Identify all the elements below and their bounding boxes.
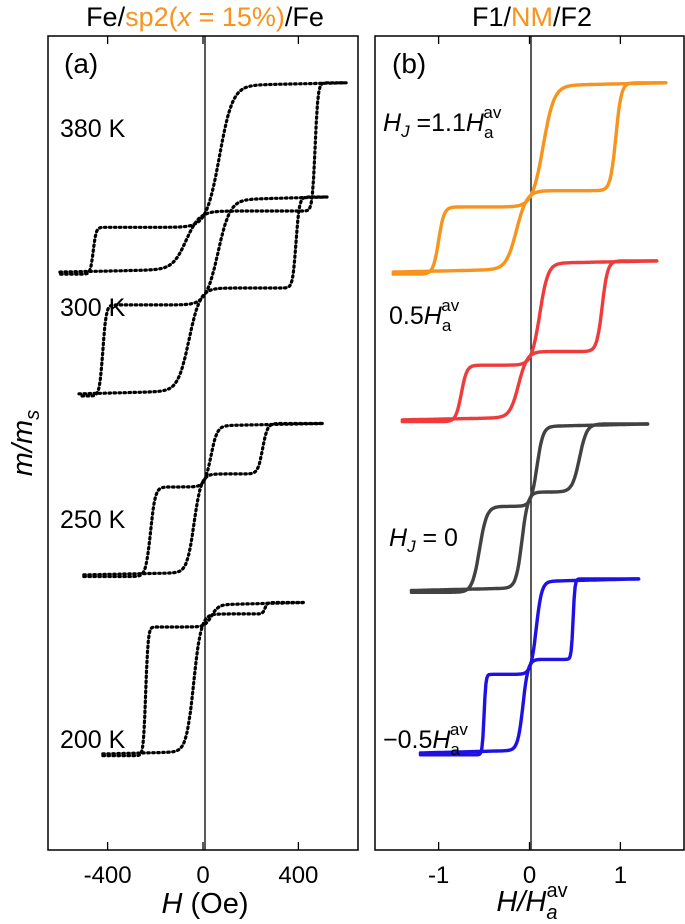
title-part: = 15%) [191, 2, 285, 32]
y-axis-label: m/ms [7, 410, 44, 476]
series-label: 0.5Haav [389, 296, 460, 335]
panel-b-curves [391, 81, 668, 757]
panel-a-ticks: -400 0 400 [84, 36, 318, 889]
panel-b-title: F1/NM/F2 [472, 2, 592, 32]
hysteresis-loop-descending-branch [409, 422, 650, 594]
title-part: NM [511, 2, 553, 32]
x-tick-label: 0 [196, 862, 209, 889]
hysteresis-loop-descending-branch [418, 577, 641, 757]
hysteresis-loop-ascending-branch [58, 81, 348, 274]
panel-a-series-labels: 380 K 300 K 250 K 200 K [60, 115, 126, 754]
panel-a-x-axis-label: H (Oe) [161, 888, 248, 920]
title-part: F1/ [472, 2, 512, 32]
hysteresis-loop-ascending-branch [409, 422, 650, 593]
title-part: sp2( [125, 2, 178, 32]
series-label: 300 K [60, 294, 126, 322]
title-part: Fe/ [86, 2, 126, 32]
panel-a-label: (a) [64, 48, 98, 79]
hysteresis-loop-descending-branch [101, 600, 305, 758]
title-part: /F2 [553, 2, 592, 32]
x-tick-label: -1 [428, 862, 449, 889]
series-label: 380 K [60, 115, 126, 143]
series-label: 200 K [60, 726, 126, 754]
hysteresis-loop-descending-branch [391, 81, 668, 276]
panel-b-x-axis-label: H/Haav [496, 880, 567, 924]
hysteresis-loop-descending-branch [77, 195, 329, 398]
series-label: −0.5Haav [383, 720, 468, 759]
panel-b-ticks: -1 0 1 [428, 36, 627, 889]
panel-b-series-labels: HJ =1.1Haav 0.5Haav HJ = 0 −0.5Haav [383, 103, 502, 759]
hysteresis-loop-descending-branch [400, 259, 659, 424]
hysteresis-loop-descending-branch [82, 421, 324, 579]
x-tick-label: -400 [84, 862, 132, 889]
title-part: /Fe [285, 2, 324, 32]
title-part: x [176, 2, 193, 32]
hysteresis-loop-ascending-branch [82, 421, 324, 577]
series-label: HJ = 0 [389, 524, 458, 556]
series-label: 250 K [60, 506, 126, 534]
x-tick-label: 0 [523, 862, 536, 889]
panel-b-label: (b) [392, 48, 426, 79]
hysteresis-loop-descending-branch [58, 81, 348, 276]
panel-a-curves [58, 81, 348, 758]
panel-a-title: Fe/sp2(x = 15%)/Fe [86, 2, 324, 32]
series-label: HJ =1.1Haav [383, 103, 502, 142]
x-tick-label: 1 [614, 862, 627, 889]
x-tick-label: 400 [278, 862, 318, 889]
hysteresis-loop-ascending-branch [400, 259, 659, 422]
